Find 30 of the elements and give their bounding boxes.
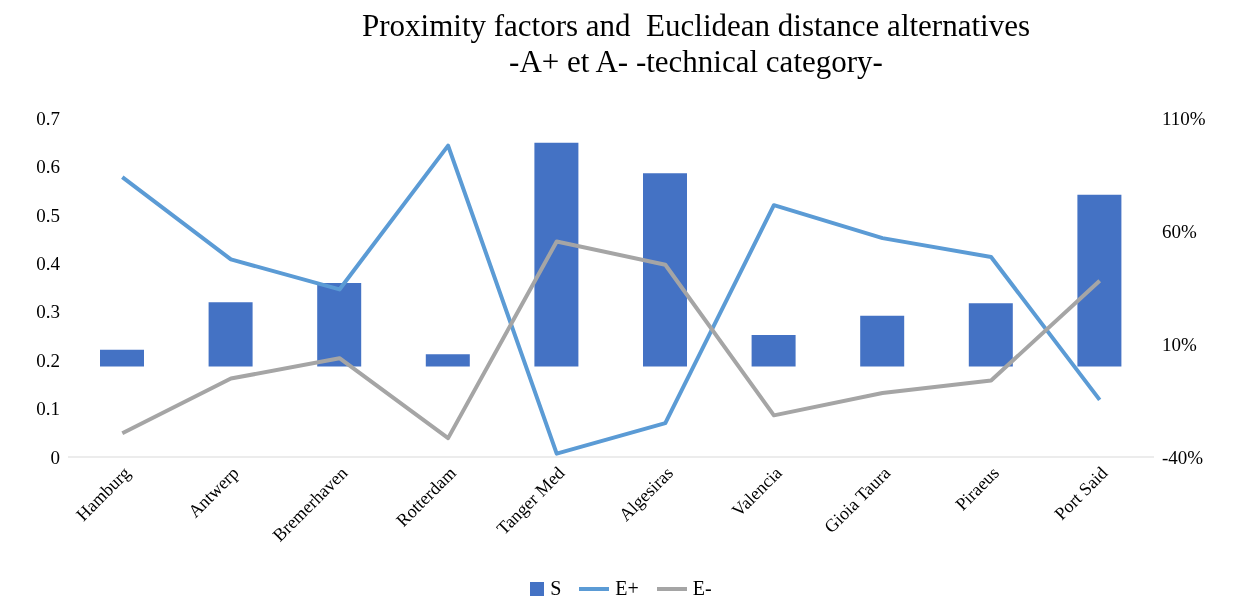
line-series <box>120 239 1102 441</box>
bar <box>534 142 579 367</box>
chart-subtitle: -A+ et A- -technical category- <box>508 44 884 80</box>
y2-tick-label: 110% <box>1162 107 1206 129</box>
y2-tick-label: 60% <box>1162 220 1197 242</box>
bar <box>643 173 687 367</box>
y-tick-label: 0.2 <box>36 349 60 371</box>
line-series <box>120 143 1102 456</box>
bar <box>100 349 144 367</box>
y-tick-label: 0.1 <box>36 398 60 420</box>
bar <box>1077 194 1122 367</box>
bar <box>208 302 253 367</box>
bar <box>968 303 1013 367</box>
bar <box>860 315 905 367</box>
y-tick-label: 0.3 <box>36 301 60 323</box>
legend-label: E+ <box>615 577 639 600</box>
chart-title: Proximity factors and Euclidean distance alternatives <box>361 8 1031 44</box>
x-tick-label: Port Said <box>1050 462 1112 524</box>
bar <box>317 282 362 367</box>
y-tick-label: 0.5 <box>36 204 60 226</box>
y-tick-label: 0.6 <box>36 156 60 178</box>
bar <box>751 334 796 367</box>
y2-tick-label: 10% <box>1162 333 1197 355</box>
y-tick-label: 0 <box>50 446 60 468</box>
y2-tick-label: -40% <box>1162 446 1204 468</box>
y-tick-label: 0.7 <box>36 107 60 129</box>
legend-label: S <box>550 577 562 600</box>
legend-label: E- <box>692 577 712 600</box>
y-tick-label: 0.4 <box>36 253 61 275</box>
bar <box>425 354 470 367</box>
